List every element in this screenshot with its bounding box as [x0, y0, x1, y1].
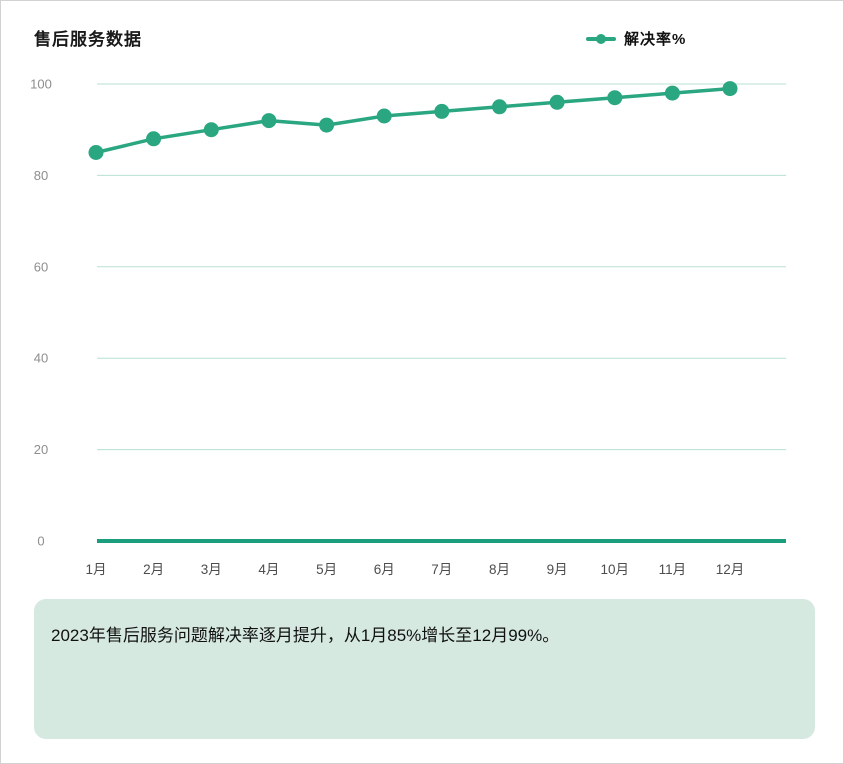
data-point-2月[interactable] [146, 131, 162, 147]
y-tick-label-40: 40 [34, 351, 48, 366]
y-tick-label-100: 100 [30, 77, 52, 92]
x-tick-label-6月: 6月 [374, 562, 395, 577]
legend-label: 解决率% [624, 31, 687, 48]
data-point-11月[interactable] [664, 85, 680, 101]
data-point-1月[interactable] [88, 145, 104, 160]
x-tick-label-3月: 3月 [201, 562, 222, 577]
x-tick-label-1月: 1月 [85, 562, 106, 577]
x-tick-label-4月: 4月 [258, 562, 279, 577]
data-point-9月[interactable] [549, 94, 565, 110]
data-point-7月[interactable] [434, 103, 450, 119]
legend-item[interactable]: 解决率% [586, 28, 686, 49]
page-title: 售后服务数据 [34, 30, 142, 49]
y-tick-label-80: 80 [34, 168, 48, 183]
data-point-8月[interactable] [492, 99, 507, 115]
legend-dot-icon [596, 33, 606, 44]
summary-text: 2023年售后服务问题解决率逐月提升，从1月85%增长至12月99%。 [51, 626, 560, 645]
data-point-12月[interactable] [722, 81, 738, 97]
y-tick-label-60: 60 [34, 259, 48, 274]
x-tick-label-2月: 2月 [143, 562, 164, 577]
y-tick-label-0: 0 [37, 534, 44, 549]
x-tick-label-7月: 7月 [431, 562, 452, 577]
data-point-10月[interactable] [607, 90, 623, 106]
line-chart: 0 20 40 60 80 100 1月 2月 3月 4月 5月 6月 7月 8月 9月 10月 11月 12月 [30, 77, 786, 577]
summary-box: 2023年售后服务问题解决率逐月提升，从1月85%增长至12月99%。 [34, 599, 815, 739]
series-line [95, 86, 731, 155]
data-point-4月[interactable] [261, 113, 277, 129]
x-tick-label-10月: 10月 [601, 562, 630, 577]
data-point-6月[interactable] [376, 108, 392, 124]
x-tick-label-8月: 8月 [489, 562, 510, 577]
data-point-3月[interactable] [203, 122, 219, 138]
x-tick-label-11月: 11月 [659, 562, 687, 577]
y-tick-label-20: 20 [34, 442, 48, 457]
x-tick-label-12月: 12月 [716, 562, 745, 577]
x-tick-label-9月: 9月 [547, 562, 568, 577]
data-point-5月[interactable] [319, 117, 335, 133]
legend-line-icon [586, 33, 616, 44]
x-tick-label-5月: 5月 [316, 562, 337, 577]
